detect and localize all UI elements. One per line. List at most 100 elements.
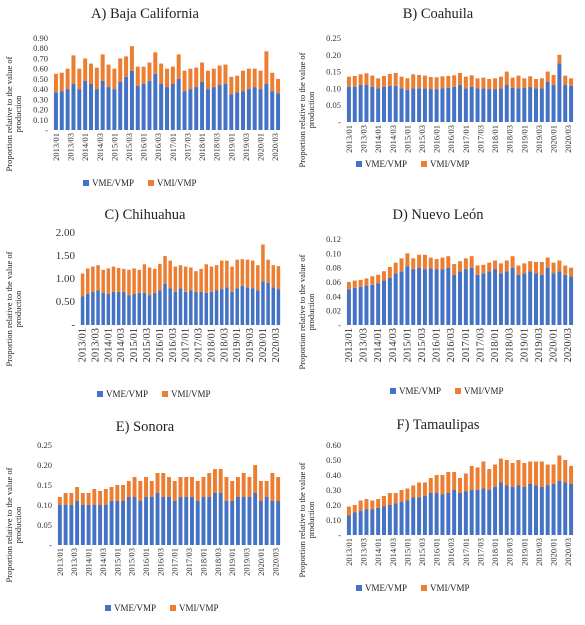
legend-swatch [356, 585, 362, 591]
bar-vme [528, 271, 533, 325]
x-tick-label: 2018/01 [197, 133, 207, 161]
bar-vmi [557, 455, 562, 481]
bar-vme [241, 497, 246, 545]
y-tick-label: 0.10 [33, 115, 48, 125]
bar-vmi [376, 78, 381, 89]
legend: VME/VMP VMI/VMP [356, 583, 470, 593]
legend: VME/VMP VMI/VMP [356, 159, 470, 169]
bar-vme [516, 485, 521, 535]
bar-vmi [446, 256, 451, 268]
x-tick-label: 2013/03 [91, 328, 102, 362]
bar-vme [256, 290, 260, 325]
bar-vmi [141, 66, 146, 84]
bar-vmi [440, 475, 445, 495]
bar-vme [235, 92, 240, 130]
bar-vmi [183, 266, 188, 292]
bar-vme [458, 493, 462, 535]
bar-vmi [417, 74, 422, 89]
bar-vme [387, 277, 392, 325]
bar-vmi [393, 72, 398, 86]
x-tick-label: 2018/01 [490, 328, 501, 362]
x-tick-label: 2018/03 [219, 328, 230, 362]
y-tick-label: 0.10 [37, 500, 52, 510]
panel-nuevo-leon: D) Nuevo León Proportion relative to the … [297, 205, 578, 410]
y-tick-label: 0.40 [326, 470, 341, 480]
bar-vmi [165, 68, 169, 88]
bar-vmi [89, 63, 93, 84]
y-tick-label: 0.90 [33, 33, 48, 43]
bar-vmi [358, 279, 363, 288]
legend-item: VMI/VMP [421, 159, 470, 169]
bar-vme [493, 269, 498, 325]
bar-vme [563, 482, 568, 535]
bar-vmi [200, 62, 205, 82]
bar-vme [346, 86, 351, 122]
bar-vme [211, 87, 216, 130]
bar-vme [411, 88, 416, 122]
bar-vmi [569, 78, 574, 86]
bar-vmi [428, 478, 433, 493]
bar-vme [188, 89, 193, 130]
y-tick-label: 0.10 [326, 248, 341, 258]
bar-vmi [194, 67, 199, 88]
x-tick-label: 2015/03 [127, 548, 137, 576]
legend-label: VMI/VMP [171, 389, 211, 399]
bar-vme [434, 269, 439, 325]
bar-vme [276, 289, 281, 325]
bar-vme [149, 497, 154, 545]
bar-vme [241, 91, 245, 130]
legend-item: VMI/VMP [162, 389, 211, 399]
bar-vme [498, 273, 503, 325]
bar-vmi [382, 496, 386, 507]
bar-vmi [59, 72, 64, 92]
bar-vme [96, 290, 100, 325]
y-tick-label: 0.20 [33, 105, 48, 115]
bar-vme [539, 274, 544, 325]
y-tick-label: 0.60 [33, 64, 48, 74]
bar-vmi [434, 77, 439, 90]
bar-vme [452, 490, 457, 535]
bar-vme [358, 85, 363, 122]
bar-chart: - 0.05 0.10 0.15 0.20 0.25 2013/01 2013/03 2014/… [37, 440, 280, 576]
bar-vme [358, 511, 363, 535]
bar-chart: - 0.10 0.20 0.30 0.40 0.50 0.60 2013/01 2013/03 2… [326, 440, 573, 566]
legend-label: VME/VMP [365, 583, 408, 593]
bar-vme [153, 73, 158, 130]
bar-vme [545, 81, 550, 122]
y-tick-label: 0.04 [326, 291, 342, 301]
legend-label: VMI/VMP [464, 386, 504, 396]
bar-vme [100, 80, 105, 130]
bar-vme [469, 490, 474, 535]
bar-vme [434, 89, 439, 122]
legend-swatch [455, 388, 462, 394]
bar-vmi [75, 487, 80, 501]
legend-swatch [356, 161, 362, 167]
panel-coahuila: B) Coahuila Proportion relative to the va… [297, 2, 578, 207]
y-tick-label: 2.00 [56, 227, 76, 239]
bar-vmi [112, 68, 117, 90]
bar-vmi [65, 68, 70, 90]
y-tick-label: 1.00 [56, 273, 76, 285]
bar-vme [557, 63, 562, 122]
bar-vme [510, 87, 515, 122]
x-tick-label: 2016/01 [139, 133, 149, 161]
bar-vme [194, 291, 198, 325]
legend-swatch [390, 388, 396, 394]
bar-vmi [71, 55, 76, 84]
bar-vmi [86, 493, 91, 505]
bar-vmi [205, 70, 210, 90]
x-tick-label: 2017/03 [476, 328, 487, 362]
bar-vmi [266, 259, 270, 283]
bar-vmi [271, 265, 276, 288]
bar-vme [86, 505, 91, 545]
bar-vmi [159, 63, 164, 84]
bar-vme [173, 291, 178, 325]
bar-vmi [405, 488, 410, 501]
bar-vme [129, 70, 134, 130]
bar-vmi [264, 51, 269, 84]
y-tick-label: - [49, 540, 52, 550]
y-tick-label: 0.25 [37, 440, 52, 450]
bar-vmi [158, 263, 162, 291]
x-tick-label: 2013/01 [51, 133, 61, 161]
